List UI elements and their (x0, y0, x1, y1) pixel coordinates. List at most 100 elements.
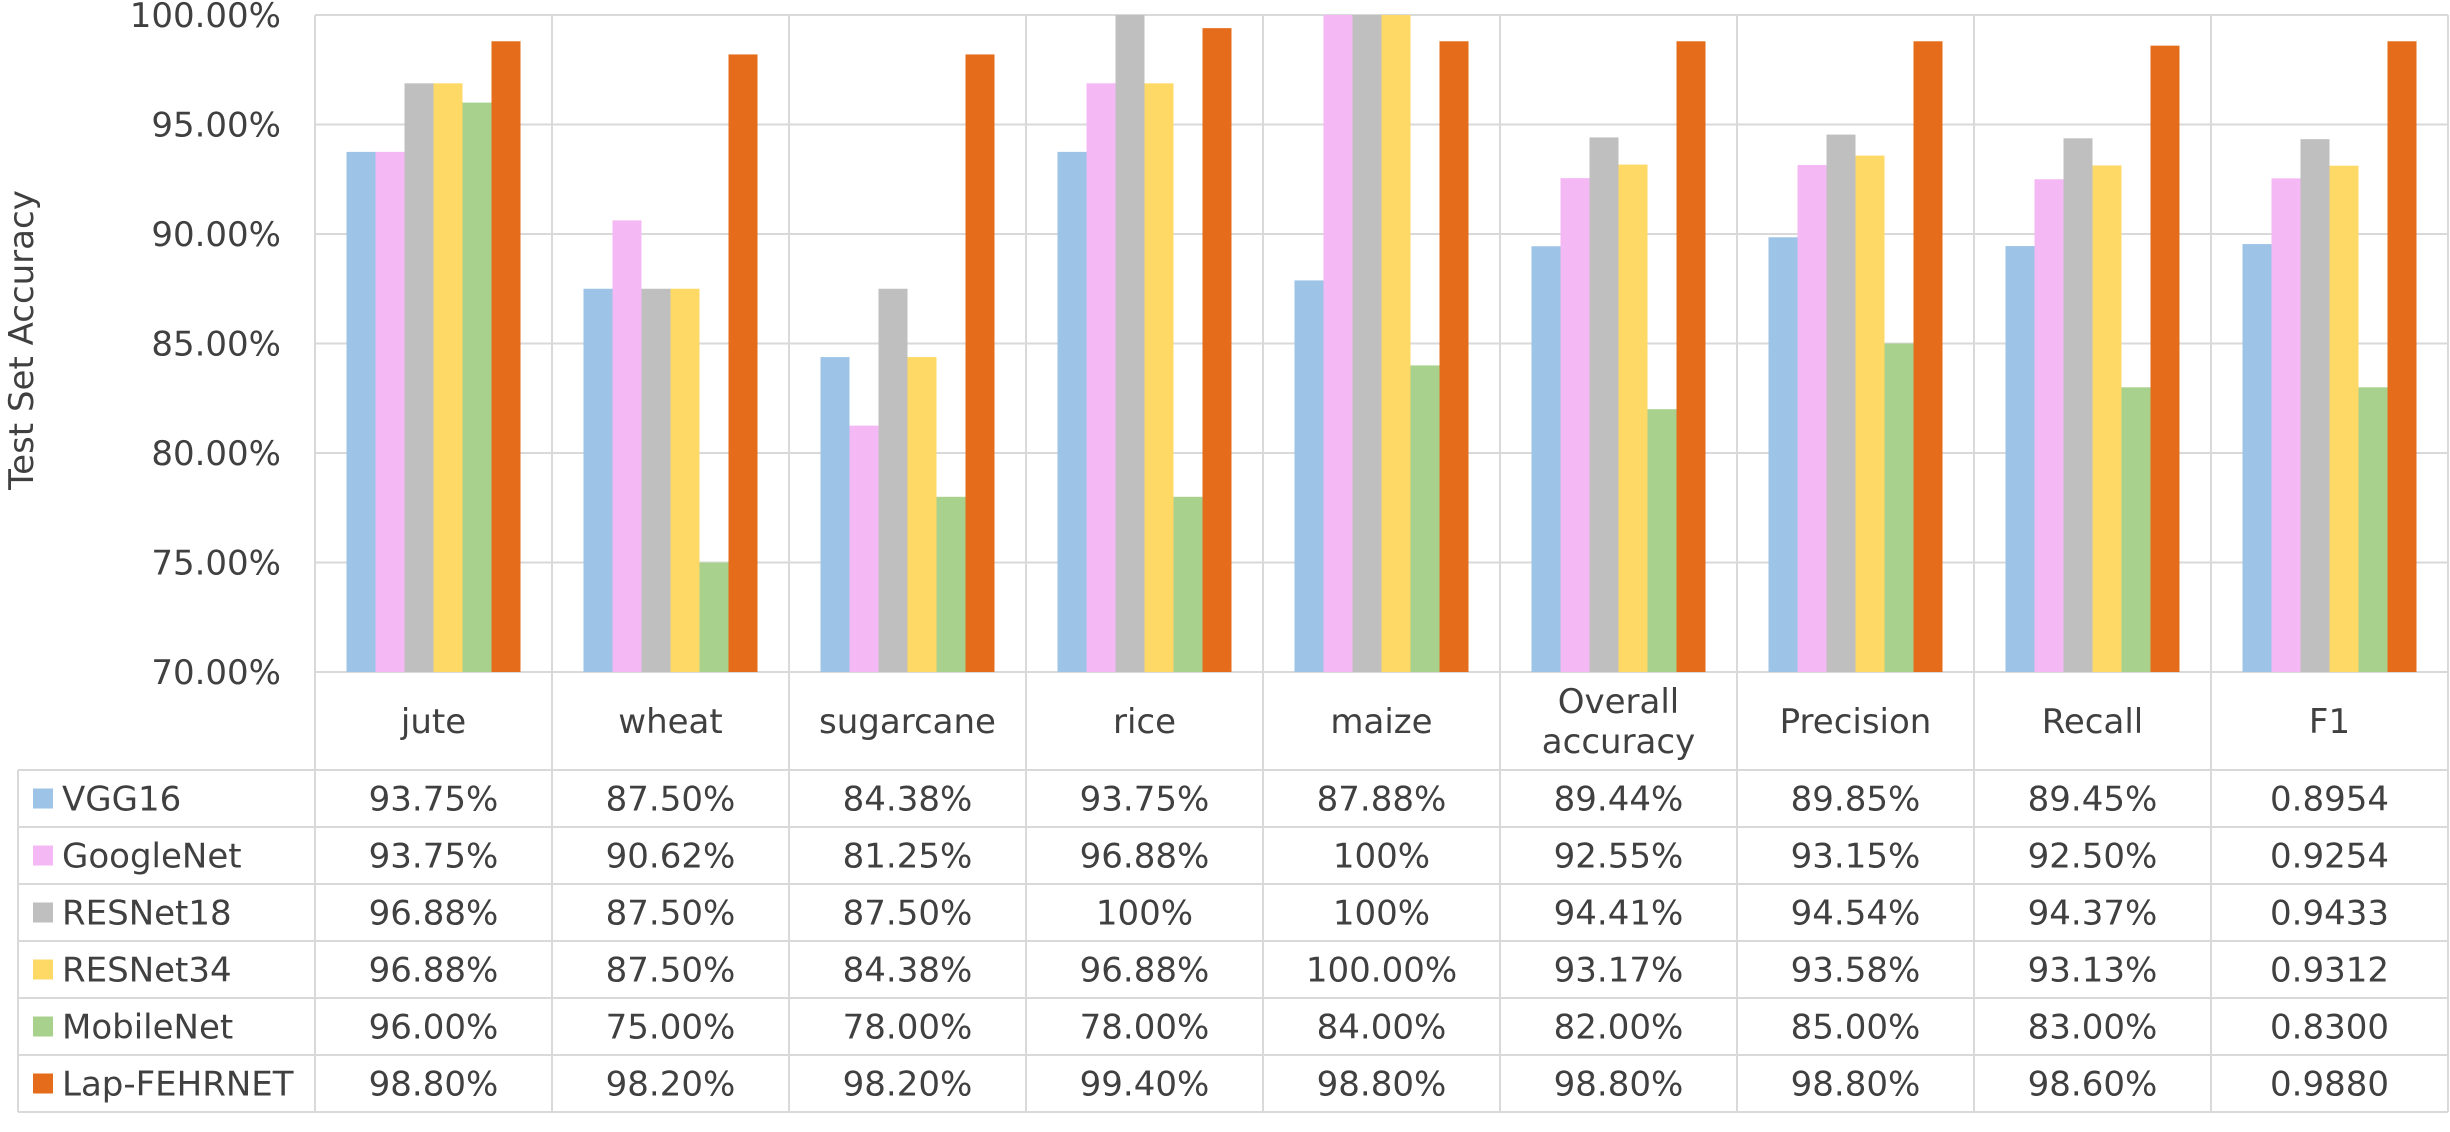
bar-lap-fehrnet-maize (1439, 41, 1469, 672)
bar-vgg16-maize (1294, 280, 1324, 672)
bar-lap-fehrnet-recall (2150, 45, 2180, 673)
legend-key-resnet34 (33, 959, 53, 980)
bar-vgg16-sugarcane (820, 357, 850, 672)
bar-vgg16-jute (346, 151, 376, 672)
bar-mobilenet-f1 (2358, 387, 2388, 672)
table-cell-value: 89.85% (1791, 780, 1921, 820)
category-label: maize (1330, 702, 1432, 742)
bar-vgg16-overall-accuracy (1531, 246, 1561, 672)
series-name: GoogleNet (62, 837, 242, 877)
table-cell-value: 0.9433 (2270, 894, 2389, 934)
bar-lap-fehrnet-precision (1913, 41, 1943, 672)
bar-mobilenet-wheat (699, 562, 729, 672)
category-label: jute (400, 702, 466, 742)
table-cell-value: 87.50% (606, 951, 736, 991)
series-name: RESNet34 (62, 951, 232, 991)
bar-resnet18-recall (2063, 138, 2093, 672)
table-cell-value: 0.9880 (2270, 1065, 2389, 1105)
table-cell-value: 100% (1333, 894, 1430, 934)
table-cell-value: 0.8300 (2270, 1008, 2389, 1048)
bar-vgg16-wheat (583, 288, 613, 672)
table-cell-value: 100.00% (1306, 951, 1457, 991)
table-cell-value: 89.45% (2028, 780, 2158, 820)
table-cell-value: 84.38% (843, 780, 973, 820)
bar-resnet18-wheat (641, 288, 671, 672)
table-cell-value: 100% (1333, 837, 1430, 877)
y-tick-label: 100.00% (130, 0, 281, 36)
bar-resnet34-precision (1855, 155, 1885, 672)
table-cell-value: 92.55% (1554, 837, 1684, 877)
table-cell-value: 93.58% (1791, 951, 1921, 991)
bar-resnet18-sugarcane (878, 288, 908, 672)
bar-mobilenet-precision (1884, 343, 1914, 672)
bar-googlenet-recall (2034, 179, 2064, 672)
series-name: VGG16 (62, 780, 181, 820)
bar-googlenet-precision (1797, 165, 1827, 672)
table-cell-value: 98.80% (1317, 1065, 1447, 1105)
table-cell-value: 94.41% (1554, 894, 1684, 934)
bar-resnet34-maize (1381, 15, 1411, 672)
table-cell-value: 0.9312 (2270, 951, 2389, 991)
table-cell-value: 98.20% (843, 1065, 973, 1105)
category-label: accuracy (1542, 722, 1695, 762)
bar-mobilenet-rice (1173, 496, 1203, 672)
bar-mobilenet-jute (462, 102, 492, 673)
bar-lap-fehrnet-overall-accuracy (1676, 41, 1706, 672)
legend-key-lap-fehrnet (33, 1073, 53, 1094)
y-tick-label: 95.00% (151, 106, 281, 146)
y-tick-label: 85.00% (151, 325, 281, 365)
bar-lap-fehrnet-wheat (728, 54, 758, 673)
table-cell-value: 99.40% (1080, 1065, 1210, 1105)
table-cell-value: 96.88% (369, 894, 499, 934)
table-cell-value: 98.60% (2028, 1065, 2158, 1105)
bar-googlenet-wheat (612, 220, 642, 672)
legend-key-googlenet (33, 845, 53, 866)
bar-resnet34-overall-accuracy (1618, 164, 1648, 672)
table-cell-value: 87.50% (843, 894, 973, 934)
table-cell-value: 84.00% (1317, 1008, 1447, 1048)
table-cell-value: 87.50% (606, 780, 736, 820)
table-cell-value: 92.50% (2028, 837, 2158, 877)
bar-googlenet-rice (1086, 83, 1116, 672)
table-cell-value: 0.8954 (2270, 780, 2389, 820)
table-cell-value: 85.00% (1791, 1008, 1921, 1048)
table-cell-value: 93.75% (369, 780, 499, 820)
bar-mobilenet-maize (1410, 365, 1440, 672)
table-cell-value: 96.88% (1080, 951, 1210, 991)
table-cell-value: 96.88% (369, 951, 499, 991)
bar-resnet34-sugarcane (907, 357, 937, 672)
table-cell-value: 84.38% (843, 951, 973, 991)
bar-resnet34-rice (1144, 83, 1174, 672)
table-cell-value: 96.00% (369, 1008, 499, 1048)
table-cell-value: 93.13% (2028, 951, 2158, 991)
legend-key-vgg16 (33, 788, 53, 809)
bar-googlenet-sugarcane (849, 425, 879, 672)
bar-vgg16-f1 (2242, 244, 2272, 672)
y-axis: 70.00% 75.00% 80.00% 85.00% 90.00% 95.00% 100.… (130, 0, 281, 693)
bar-lap-fehrnet-jute (491, 41, 521, 672)
table-cell-value: 98.80% (1554, 1065, 1684, 1105)
bar-resnet18-maize (1352, 15, 1382, 672)
category-label: Recall (2042, 702, 2143, 742)
bar-mobilenet-recall (2121, 387, 2151, 672)
table-cell-value: 98.80% (369, 1065, 499, 1105)
y-tick-label: 70.00% (151, 653, 281, 693)
bar-lap-fehrnet-rice (1202, 28, 1232, 672)
table-cell-value: 0.9254 (2270, 837, 2389, 877)
bar-googlenet-overall-accuracy (1560, 178, 1590, 672)
bar-resnet34-wheat (670, 288, 700, 672)
table-cell-value: 94.54% (1791, 894, 1921, 934)
category-label: rice (1113, 702, 1176, 742)
category-label: F1 (2309, 702, 2350, 742)
table-cell-value: 81.25% (843, 837, 973, 877)
y-tick-label: 80.00% (151, 434, 281, 474)
bar-resnet34-f1 (2329, 165, 2359, 672)
category-label: Precision (1780, 702, 1932, 742)
table-cell-value: 75.00% (606, 1008, 736, 1048)
bar-resnet34-jute (433, 83, 463, 672)
table-cell-value: 89.44% (1554, 780, 1684, 820)
bar-googlenet-f1 (2271, 178, 2301, 672)
bar-vgg16-recall (2005, 246, 2035, 673)
series-name: MobileNet (62, 1008, 233, 1048)
